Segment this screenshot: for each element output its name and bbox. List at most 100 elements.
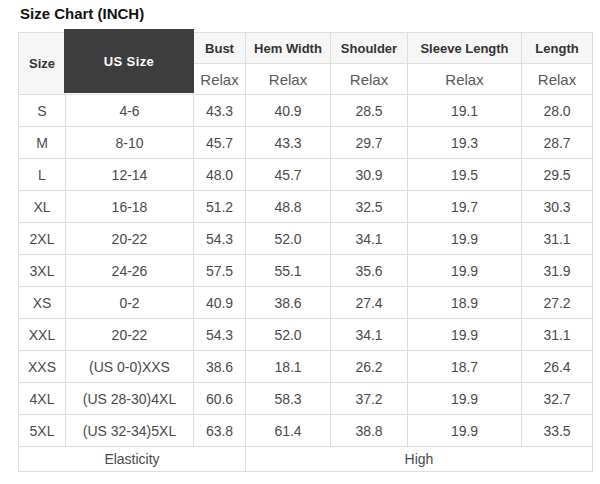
us-size-cell: 8-10	[66, 127, 194, 159]
size-cell: S	[19, 95, 66, 127]
measurement-cell: 48.8	[246, 191, 331, 223]
measurement-cell: 29.7	[331, 127, 408, 159]
measurement-cell: 57.5	[194, 255, 246, 287]
size-cell: XS	[19, 287, 66, 319]
measurement-cell: 30.9	[331, 159, 408, 191]
measurement-cell: 34.1	[331, 223, 408, 255]
measurement-cell: 38.6	[246, 287, 331, 319]
header-row: Size US Size Bust Hem Width Shoulder Sle…	[19, 33, 593, 64]
measurement-cell: 28.0	[522, 95, 593, 127]
measurement-cell: 19.9	[408, 415, 522, 447]
us-size-cell: 16-18	[66, 191, 194, 223]
measurement-cell: 31.1	[522, 223, 593, 255]
size-chart-section: Size Chart (INCH) Size US Size Bust Hem …	[0, 0, 600, 472]
col-header-sleeve-length: Sleeve Length	[408, 33, 522, 64]
measurement-cell: 35.6	[331, 255, 408, 287]
measurement-cell: 19.9	[408, 383, 522, 415]
fit-type-cell: Relax	[408, 64, 522, 95]
size-cell: XXL	[19, 319, 66, 351]
size-cell: 2XL	[19, 223, 66, 255]
measurement-cell: 26.4	[522, 351, 593, 383]
table-row: XS 0-2 40.9 38.6 27.4 18.9 27.2	[19, 287, 593, 319]
measurement-cell: 55.1	[246, 255, 331, 287]
us-size-cell: 12-14	[66, 159, 194, 191]
table-row: XXS (US 0-0)XXS 38.6 18.1 26.2 18.7 26.4	[19, 351, 593, 383]
measurement-cell: 27.4	[331, 287, 408, 319]
measurement-cell: 19.9	[408, 255, 522, 287]
measurement-cell: 58.3	[246, 383, 331, 415]
measurement-cell: 43.3	[246, 127, 331, 159]
measurement-cell: 19.3	[408, 127, 522, 159]
table-row: 4XL (US 28-30)4XL 60.6 58.3 37.2 19.9 32…	[19, 383, 593, 415]
measurement-cell: 40.9	[246, 95, 331, 127]
fit-type-cell: Relax	[331, 64, 408, 95]
measurement-cell: 45.7	[194, 127, 246, 159]
measurement-cell: 38.8	[331, 415, 408, 447]
table-row: M 8-10 45.7 43.3 29.7 19.3 28.7	[19, 127, 593, 159]
size-cell: XL	[19, 191, 66, 223]
us-size-cell: (US 0-0)XXS	[66, 351, 194, 383]
measurement-cell: 18.7	[408, 351, 522, 383]
measurement-cell: 60.6	[194, 383, 246, 415]
us-size-cell: 20-22	[66, 223, 194, 255]
table-row: 2XL 20-22 54.3 52.0 34.1 19.9 31.1	[19, 223, 593, 255]
table-row: XXL 20-22 54.3 52.0 34.1 19.9 31.1	[19, 319, 593, 351]
measurement-cell: 33.5	[522, 415, 593, 447]
measurement-cell: 18.9	[408, 287, 522, 319]
measurement-cell: 37.2	[331, 383, 408, 415]
measurement-cell: 32.5	[331, 191, 408, 223]
measurement-cell: 51.2	[194, 191, 246, 223]
us-size-cell: 4-6	[66, 95, 194, 127]
table-row: 5XL (US 32-34)5XL 63.8 61.4 38.8 19.9 33…	[19, 415, 593, 447]
measurement-cell: 54.3	[194, 319, 246, 351]
size-chart-table: Size US Size Bust Hem Width Shoulder Sle…	[18, 32, 593, 472]
measurement-cell: 27.2	[522, 287, 593, 319]
measurement-cell: 19.9	[408, 223, 522, 255]
size-cell: 3XL	[19, 255, 66, 287]
measurement-cell: 38.6	[194, 351, 246, 383]
measurement-cell: 30.3	[522, 191, 593, 223]
measurement-cell: 28.7	[522, 127, 593, 159]
fit-type-cell: Relax	[246, 64, 331, 95]
size-cell: 4XL	[19, 383, 66, 415]
elasticity-value-cell: High	[246, 447, 593, 472]
measurement-cell: 19.7	[408, 191, 522, 223]
table-row: L 12-14 48.0 45.7 30.9 19.5 29.5	[19, 159, 593, 191]
measurement-cell: 28.5	[331, 95, 408, 127]
measurement-cell: 34.1	[331, 319, 408, 351]
measurement-cell: 31.1	[522, 319, 593, 351]
measurement-cell: 18.1	[246, 351, 331, 383]
size-cell: L	[19, 159, 66, 191]
table-row: S 4-6 43.3 40.9 28.5 19.1 28.0	[19, 95, 593, 127]
table-row: XL 16-18 51.2 48.8 32.5 19.7 30.3	[19, 191, 593, 223]
measurement-cell: 19.1	[408, 95, 522, 127]
measurement-cell: 31.9	[522, 255, 593, 287]
col-header-shoulder: Shoulder	[331, 33, 408, 64]
elasticity-label-cell: Elasticity	[19, 447, 246, 472]
us-size-highlight-box: US Size	[64, 29, 194, 93]
measurement-cell: 63.8	[194, 415, 246, 447]
col-header-us-size: US Size	[66, 33, 194, 95]
measurement-cell: 45.7	[246, 159, 331, 191]
page-title: Size Chart (INCH)	[20, 6, 600, 22]
size-cell: M	[19, 127, 66, 159]
col-header-bust: Bust	[194, 33, 246, 64]
measurement-cell: 61.4	[246, 415, 331, 447]
us-size-cell: 24-26	[66, 255, 194, 287]
size-cell: 5XL	[19, 415, 66, 447]
col-header-length: Length	[522, 33, 593, 64]
measurement-cell: 48.0	[194, 159, 246, 191]
us-size-cell: (US 32-34)5XL	[66, 415, 194, 447]
measurement-cell: 26.2	[331, 351, 408, 383]
measurement-cell: 32.7	[522, 383, 593, 415]
measurement-cell: 54.3	[194, 223, 246, 255]
measurement-cell: 52.0	[246, 223, 331, 255]
measurement-cell: 40.9	[194, 287, 246, 319]
fit-type-cell: Relax	[194, 64, 246, 95]
measurement-cell: 29.5	[522, 159, 593, 191]
elasticity-row: Elasticity High	[19, 447, 593, 472]
table-row: 3XL 24-26 57.5 55.1 35.6 19.9 31.9	[19, 255, 593, 287]
measurement-cell: 19.5	[408, 159, 522, 191]
us-size-cell: 20-22	[66, 319, 194, 351]
fit-type-cell: Relax	[522, 64, 593, 95]
